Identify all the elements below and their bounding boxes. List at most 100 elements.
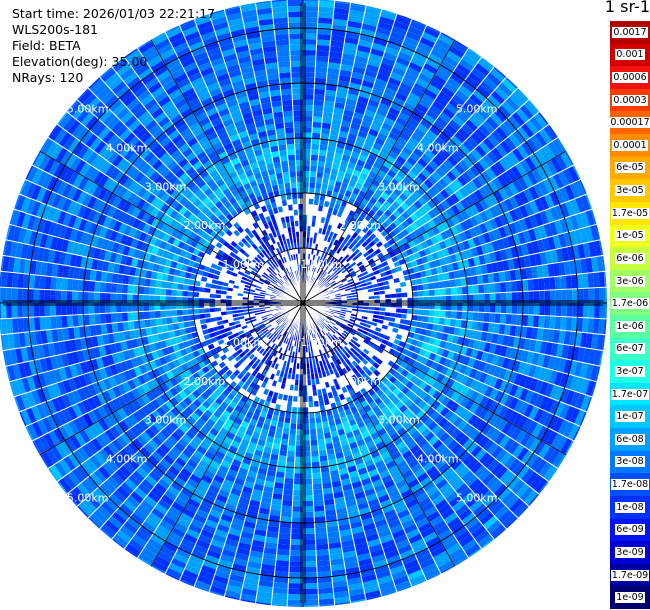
backscatter-cell [332,112,343,121]
backscatter-cell [164,258,173,268]
backscatter-cell [319,405,326,412]
backscatter-cell [471,320,478,331]
backscatter-cell [587,318,595,334]
backscatter-cell [413,176,424,187]
backscatter-cell [582,242,591,259]
backscatter-cell [249,436,259,445]
backscatter-cell [314,516,326,523]
backscatter-cell [505,494,520,510]
backscatter-cell [149,303,155,312]
backscatter-cell [417,157,429,169]
backscatter-cell [314,77,327,85]
backscatter-cell [343,42,358,51]
backscatter-cell [323,252,328,259]
backscatter-cell [64,153,77,169]
backscatter-cell [303,61,316,67]
backscatter-cell [357,558,373,567]
backscatter-cell [511,111,526,127]
backscatter-cell [149,318,157,328]
backscatter-cell [354,357,362,365]
backscatter-cell [391,145,402,156]
backscatter-cell [470,246,479,258]
backscatter-cell [403,559,420,570]
backscatter-cell [174,222,184,232]
backscatter-cell [159,340,167,349]
backscatter-cell [477,533,494,548]
backscatter-cell [550,289,556,303]
backscatter-cell [316,332,321,339]
backscatter-cell [77,303,84,315]
backscatter-cell [344,233,352,241]
backscatter-cell [474,464,487,478]
backscatter-cell [433,354,442,364]
backscatter-cell [336,338,342,344]
backscatter-cell [538,128,553,145]
backscatter-cell [404,454,417,465]
backscatter-cell [373,369,381,377]
backscatter-cell [575,212,585,229]
backscatter-cell [370,165,380,175]
backscatter-cell [419,36,436,49]
backscatter-cell [106,240,115,252]
backscatter-cell [541,427,553,444]
backscatter-cell [184,564,201,576]
backscatter-cell [489,205,499,218]
backscatter-cell [516,446,529,462]
backscatter-cell [295,440,303,446]
backscatter-cell [50,276,57,290]
backscatter-cell [81,399,93,413]
backscatter-cell [491,333,499,345]
backscatter-cell [362,114,374,124]
backscatter-cell [382,141,394,151]
backscatter-cell [203,494,216,504]
backscatter-cell [321,270,326,277]
backscatter-cell [272,289,278,294]
backscatter-cell [196,445,208,456]
backscatter-cell [403,324,411,332]
backscatter-cell [594,287,600,303]
backscatter-cell [208,544,224,555]
backscatter-cell [178,206,188,216]
backscatter-cell [351,238,359,246]
backscatter-cell [111,511,127,526]
backscatter-cell [275,426,284,434]
backscatter-cell [334,418,343,426]
backscatter-cell [210,441,221,451]
backscatter-cell [428,309,435,317]
backscatter-cell [509,209,519,223]
backscatter-cell [467,303,474,312]
backscatter-cell [536,165,548,181]
backscatter-cell [420,356,429,366]
backscatter-cell [439,257,447,266]
backscatter-cell [563,260,571,276]
backscatter-cell [134,328,142,339]
backscatter-cell [133,229,143,240]
backscatter-cell [498,187,509,201]
backscatter-cell [118,173,130,187]
backscatter-cell [509,93,524,108]
backscatter-cell [344,103,356,112]
backscatter-cell [344,327,351,333]
backscatter-cell [212,455,224,465]
backscatter-cell [325,274,331,280]
backscatter-cell [281,354,286,361]
backscatter-cell [199,427,210,437]
backscatter-cell [361,372,370,380]
backscatter-cell [252,267,259,273]
backscatter-cell [410,87,424,99]
backscatter-cell [146,215,156,226]
backscatter-cell [391,25,408,36]
backscatter-cell [324,437,333,445]
backscatter-cell [485,263,494,274]
backscatter-cell [102,377,113,391]
backscatter-cell [179,270,187,278]
backscatter-cell [169,209,179,220]
backscatter-cell [15,194,26,212]
backscatter-cell [569,375,580,392]
backscatter-cell [53,162,65,179]
backscatter-cell [536,425,548,441]
backscatter-cell [507,258,515,271]
backscatter-cell [438,462,451,474]
backscatter-cell [548,221,558,237]
backscatter-cell [538,224,548,239]
